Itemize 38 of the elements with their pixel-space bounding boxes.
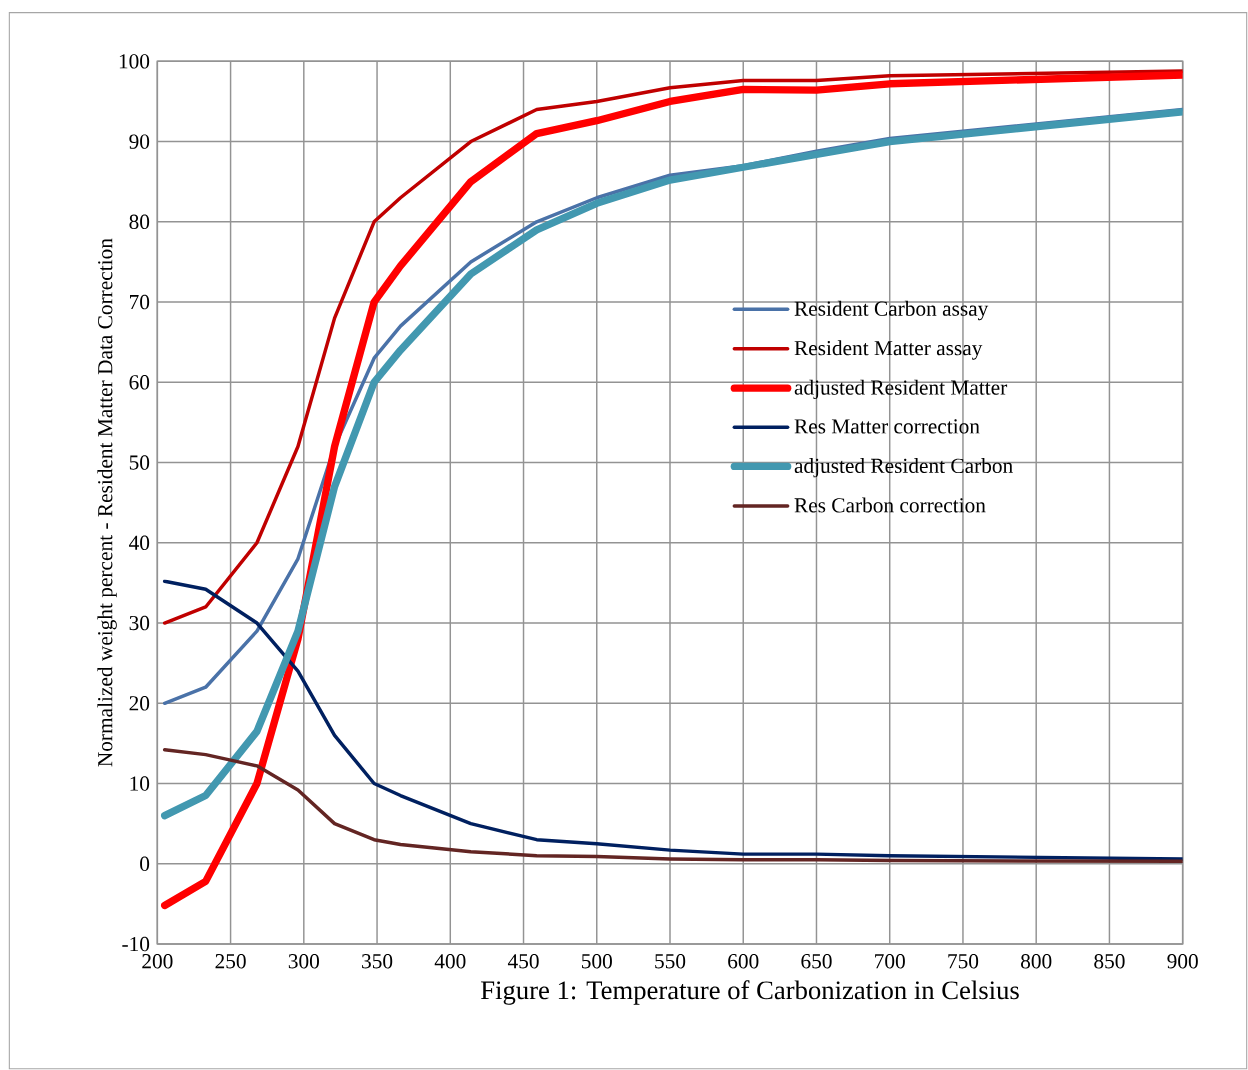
line-series bbox=[162, 748, 1183, 864]
x-axis-title: Figure 1: Temperature of Carbonization in Celsius bbox=[481, 980, 1019, 1005]
legend-label: Resident Carbon assay bbox=[794, 300, 989, 321]
y-tick-label: -10 bbox=[122, 936, 150, 952]
legend-label: Res Matter correction bbox=[794, 419, 980, 434]
y-tick-label: 80 bbox=[129, 214, 150, 230]
y-tick-label: 50 bbox=[129, 455, 150, 470]
legend-label: adjusted Resident Matter bbox=[794, 379, 1008, 400]
x-tick-label: 400 bbox=[434, 954, 466, 969]
x-tick-label: 200 bbox=[142, 954, 173, 969]
y-tick-label: 100 bbox=[119, 54, 150, 69]
x-tick-label: 300 bbox=[288, 954, 319, 969]
y-tick-label: 60 bbox=[129, 375, 150, 390]
y-tick-label: 10 bbox=[130, 776, 150, 791]
y-axis-title: Normalized weight percent - Resident Matter Data Correction bbox=[97, 238, 117, 767]
y-tick-label: 40 bbox=[129, 535, 150, 550]
y-tick-label: 30 bbox=[129, 615, 150, 631]
legend-label: Resident Matter assay bbox=[794, 340, 983, 360]
x-tick-label: 800 bbox=[1021, 954, 1052, 969]
x-tick-label: 700 bbox=[875, 954, 905, 969]
line-series bbox=[162, 69, 1183, 625]
x-tick-label: 550 bbox=[655, 954, 686, 969]
x-tick-label: 750 bbox=[948, 954, 979, 969]
x-tick-label: 250 bbox=[215, 954, 246, 969]
x-tick-label: 500 bbox=[582, 954, 612, 969]
x-tick-label: 450 bbox=[507, 954, 539, 969]
x-tick-label: 900 bbox=[1167, 954, 1198, 969]
x-tick-label: 850 bbox=[1094, 954, 1125, 969]
legend-label: Res Carbon correction bbox=[794, 497, 986, 513]
y-tick-label: 0 bbox=[140, 856, 150, 871]
y-tick-label: 20 bbox=[129, 696, 150, 711]
x-tick-label: 350 bbox=[362, 954, 393, 969]
y-tick-label: 70 bbox=[130, 294, 150, 310]
x-tick-label: 650 bbox=[801, 954, 832, 969]
line-series bbox=[162, 579, 1183, 861]
legend-label: adjusted Resident Carbon bbox=[794, 458, 1013, 478]
y-tick-label: 90 bbox=[129, 134, 150, 149]
x-tick-label: 600 bbox=[728, 954, 759, 969]
